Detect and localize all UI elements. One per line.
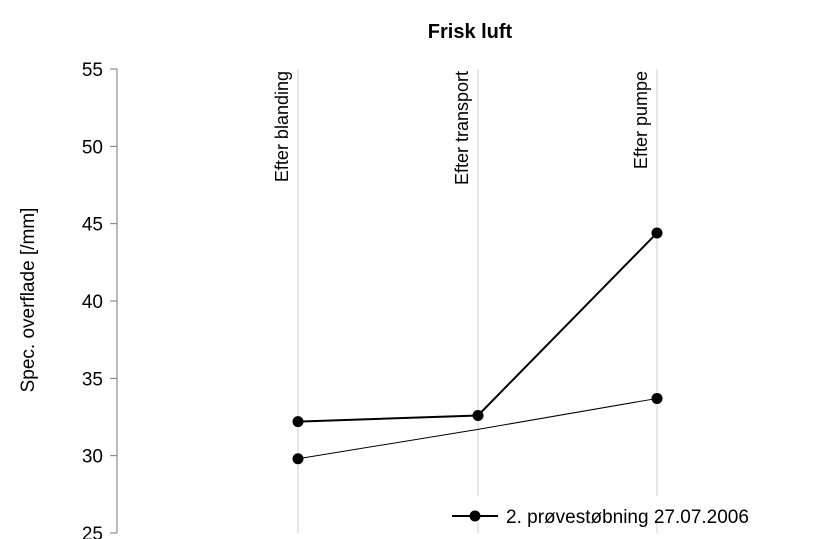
series-group <box>292 227 663 465</box>
y-tick-label-50: 50 <box>82 137 103 158</box>
legend-swatch-marker <box>469 510 481 522</box>
category-labels: Efter blanding Efter transport Efter pumpe <box>272 71 651 185</box>
category-label-3: Efter pumpe <box>631 71 651 169</box>
y-axis: 25 30 35 40 45 50 55 <box>82 60 118 539</box>
series-1-point-2 <box>472 409 484 421</box>
y-tick-label-35: 35 <box>82 369 103 390</box>
legend-background <box>440 496 828 522</box>
y-tick-label-30: 30 <box>82 447 103 468</box>
y-tick-label-25: 25 <box>82 524 103 539</box>
gridlines <box>297 69 658 533</box>
legend: 2. prøvestøbning 27.07.2006 <box>440 496 828 528</box>
series-1 <box>292 227 663 428</box>
y-axis-label: Spec. overflade [/mm] <box>18 208 39 393</box>
series-1-point-1 <box>292 416 304 428</box>
legend-entry-label: 2. prøvestøbning 27.07.2006 <box>506 507 749 528</box>
series-2 <box>292 392 663 465</box>
category-label-2: Efter transport <box>452 71 472 185</box>
category-label-1: Efter blanding <box>272 71 292 182</box>
series-2-point-3 <box>651 392 663 404</box>
y-tick-label-40: 40 <box>82 292 103 313</box>
series-2-point-1 <box>292 453 304 465</box>
series-1-point-3 <box>651 227 663 239</box>
series-2-line <box>297 397 658 460</box>
y-tick-label-55: 55 <box>82 60 103 81</box>
chart-title: Frisk luft <box>428 21 513 43</box>
y-tick-label-45: 45 <box>82 215 103 236</box>
